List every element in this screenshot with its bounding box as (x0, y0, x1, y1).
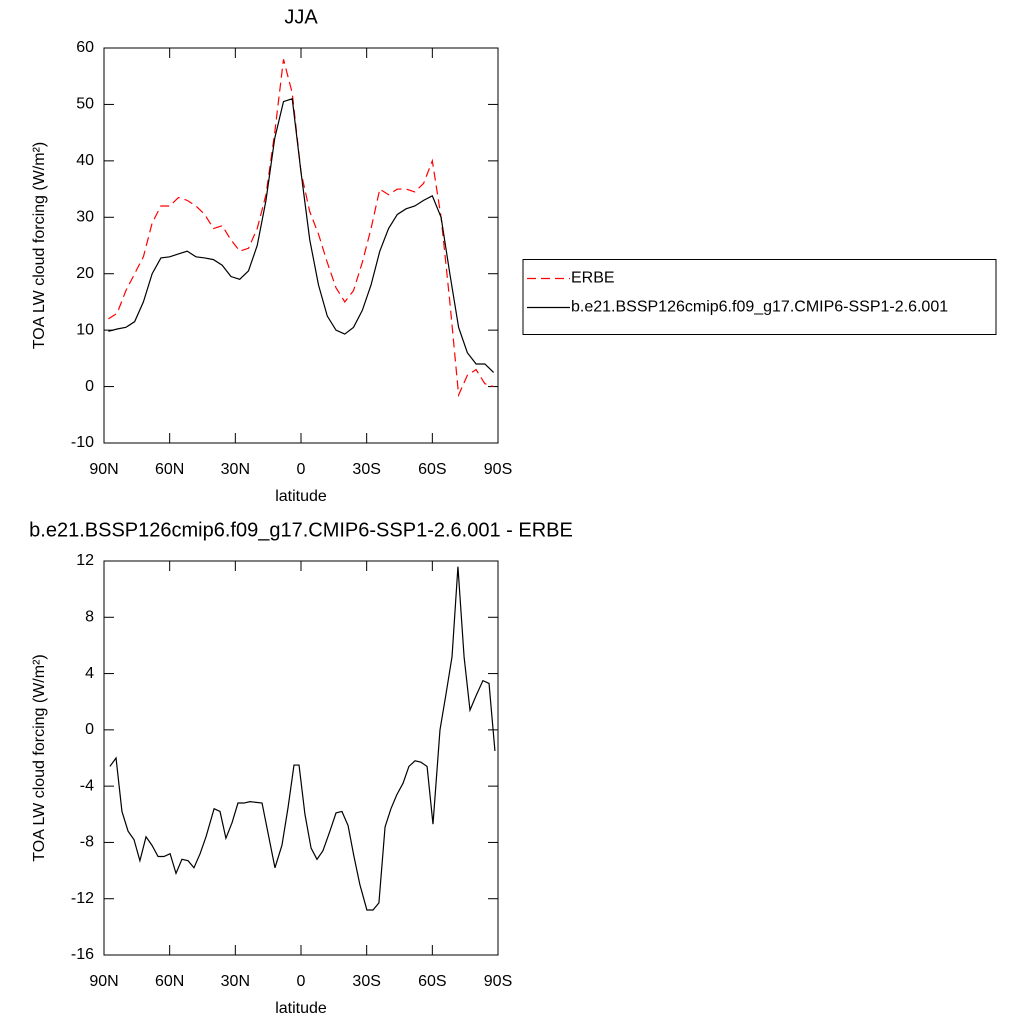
x-tick-label: 30N (221, 461, 250, 478)
y-tick-label: -10 (71, 434, 94, 451)
x-tick-label: 60N (155, 973, 184, 990)
x-tick-label: 60N (155, 461, 184, 478)
y-tick-label: 0 (85, 721, 94, 738)
x-tick-label: 0 (297, 461, 306, 478)
y-tick-label: -4 (80, 777, 94, 794)
y-tick-label: 60 (76, 39, 94, 56)
y-tick-label: -16 (71, 946, 94, 963)
y-tick-label: 8 (85, 609, 94, 626)
y-axis-label: TOA LW cloud forcing (W/m²) (31, 654, 48, 861)
y-tick-label: 12 (76, 552, 94, 569)
x-tick-label: 60S (418, 973, 446, 990)
chart-title: b.e21.BSSP126cmip6.f09_g17.CMIP6-SSP1-2.… (29, 519, 573, 541)
y-tick-label: -8 (80, 834, 94, 851)
x-tick-label: 90N (89, 461, 118, 478)
legend-box (522, 259, 997, 335)
y-tick-label: 20 (76, 265, 94, 282)
y-axis-label: TOA LW cloud forcing (W/m²) (31, 142, 48, 349)
legend-label: b.e21.BSSP126cmip6.f09_g17.CMIP6-SSP1-2.… (571, 299, 948, 316)
x-tick-label: 90N (89, 973, 118, 990)
y-tick-label: 40 (76, 152, 94, 169)
chart-title: JJA (284, 6, 318, 28)
legend-label: ERBE (571, 270, 615, 287)
x-tick-label: 30S (352, 461, 380, 478)
y-tick-label: 50 (76, 96, 94, 113)
x-tick-label: 0 (297, 973, 306, 990)
data-line (108, 97, 495, 373)
x-tick-label: 90S (484, 461, 512, 478)
x-tick-label: 90S (484, 973, 512, 990)
y-tick-label: 4 (85, 665, 94, 682)
x-tick-label: 30N (221, 973, 250, 990)
y-tick-label: 30 (76, 209, 94, 226)
y-tick-label: 0 (85, 378, 94, 395)
y-tick-label: 10 (76, 321, 94, 338)
plot-frame (103, 560, 499, 956)
data-line (109, 566, 496, 911)
plot-frame (103, 47, 499, 444)
x-axis-label: latitude (275, 1000, 327, 1017)
data-line (108, 59, 494, 398)
x-tick-label: 30S (352, 973, 380, 990)
x-axis-label: latitude (275, 488, 327, 505)
x-tick-label: 60S (418, 461, 446, 478)
y-tick-label: -12 (71, 890, 94, 907)
